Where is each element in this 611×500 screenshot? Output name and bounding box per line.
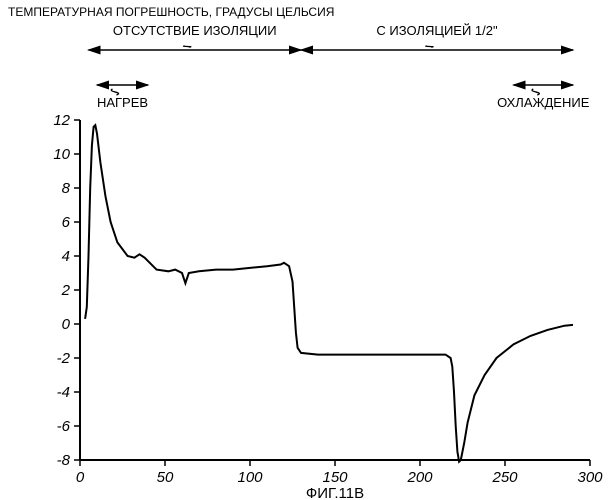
y-tick-label: -6 — [57, 418, 71, 435]
range-label-no_iso: ОТСУТСТВИЕ ИЗОЛЯЦИИ — [113, 23, 277, 38]
range-label-iso: С ИЗОЛЯЦИЕЙ 1/2" — [376, 23, 498, 38]
chart-title: ТЕМПЕРАТУРНАЯ ПОГРЕШНОСТЬ, ГРАДУСЫ ЦЕЛЬС… — [8, 5, 334, 19]
y-tick-label: 6 — [62, 214, 71, 231]
x-tick-label: 100 — [237, 469, 263, 486]
y-tick-label: 8 — [62, 180, 71, 197]
brace-iso — [426, 46, 433, 47]
x-tick-label: 300 — [577, 469, 603, 486]
y-tick-label: 0 — [62, 316, 71, 333]
y-tick-label: -2 — [57, 350, 71, 367]
x-tick-label: 150 — [322, 469, 348, 486]
chart: ТЕМПЕРАТУРНАЯ ПОГРЕШНОСТЬ, ГРАДУСЫ ЦЕЛЬС… — [0, 0, 611, 500]
x-tick-label: 0 — [76, 469, 85, 486]
x-tick-label: 50 — [157, 469, 174, 486]
figure-caption: ФИГ.11B — [306, 485, 364, 500]
y-tick-label: -4 — [57, 384, 70, 401]
y-tick-label: -8 — [57, 452, 71, 469]
x-tick-label: 250 — [491, 469, 518, 486]
brace-no_iso — [184, 46, 191, 47]
range-label-heat: НАГРЕВ — [97, 95, 148, 110]
x-tick-label: 200 — [406, 469, 433, 486]
range-label-cool: ОХЛАЖДЕНИЕ — [497, 95, 590, 110]
y-tick-label: 10 — [53, 146, 70, 163]
y-tick-label: 2 — [61, 282, 71, 299]
y-tick-label: 4 — [62, 248, 70, 265]
y-tick-label: 12 — [53, 112, 70, 129]
